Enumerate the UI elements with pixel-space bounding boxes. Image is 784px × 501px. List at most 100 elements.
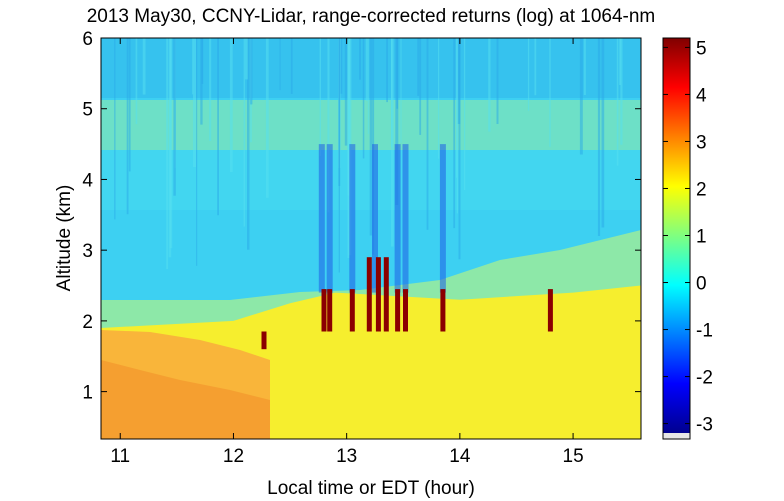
noise-streak: [245, 38, 248, 80]
x-tick-label: 14: [449, 446, 471, 467]
noise-streak: [395, 38, 399, 205]
cloud-column: [318, 144, 325, 293]
noise-streak: [209, 38, 212, 141]
colorbar-bottom-cell: [663, 433, 690, 439]
noise-streak: [340, 38, 343, 94]
x-tick-label: 12: [223, 446, 244, 467]
noise-streak: [217, 38, 219, 216]
cloud-column: [439, 144, 446, 293]
noise-streak: [386, 38, 388, 103]
noise-streak: [193, 38, 196, 168]
y-tick-label: 6: [82, 29, 93, 50]
colorbar-tick-label: 2: [696, 179, 707, 200]
noise-streak: [463, 38, 466, 191]
noise-streak: [135, 38, 138, 125]
cloud-mark: [547, 289, 553, 332]
plot-frame: [100, 37, 642, 440]
noise-streak: [453, 38, 456, 229]
cloud-mark: [349, 289, 355, 332]
cloud-mark: [440, 289, 446, 332]
colorbar: -3 -2 -1 0 1 2 3 4 5: [662, 37, 713, 440]
noise-streak: [243, 38, 246, 227]
clouds: [261, 257, 553, 350]
noise-streak: [534, 38, 537, 96]
cloud-mark: [395, 289, 401, 332]
x-tick-label: 11: [110, 446, 130, 467]
x-axis: 11 12 13 14 15: [110, 38, 584, 467]
noise-streak: [438, 38, 440, 159]
noise-streak: [400, 38, 402, 143]
noise-streak: [196, 38, 198, 266]
colorbar-tick-label: -1: [696, 321, 713, 342]
colorbar-tick-label: 5: [696, 38, 707, 59]
noise-streak: [166, 38, 169, 270]
heatmap: [101, 38, 641, 439]
noise-streak: [344, 38, 348, 146]
cloud-column: [394, 144, 401, 293]
colorbar-tick-label: 4: [696, 85, 707, 106]
noise-streak: [290, 38, 293, 94]
noise-streak: [359, 38, 361, 80]
cloud-column: [402, 144, 409, 293]
cloud-mark: [383, 257, 389, 332]
noise-streak: [549, 38, 551, 147]
noise-streak: [390, 38, 393, 147]
noise-streak: [229, 38, 233, 173]
x-axis-label: Local time or EDT (hour): [267, 478, 475, 499]
noise-streak: [327, 38, 330, 213]
noise-streak: [369, 38, 373, 236]
noise-streak: [265, 38, 269, 198]
noise-streak: [142, 38, 146, 95]
noise-streak: [417, 38, 420, 96]
colorbar-tick-label: 1: [696, 227, 707, 248]
noise-streak: [426, 38, 429, 230]
noise-streak: [338, 38, 340, 273]
noise-streak: [367, 38, 369, 134]
y-tick-label: 1: [82, 383, 93, 404]
noise-streak: [365, 38, 368, 102]
noise-streak: [496, 38, 499, 124]
y-tick-label: 3: [82, 241, 93, 262]
cloud-mark: [327, 289, 333, 332]
cloud-mark: [375, 257, 381, 332]
colorbar-frame: [662, 37, 691, 440]
colorbar-ticks: -3 -2 -1 0 1 2 3 4 5: [663, 38, 713, 436]
cloud-mark: [366, 257, 372, 332]
noise-streak: [619, 38, 622, 85]
chart-title: 2013 May30, CCNY-Lidar, range-corrected …: [87, 6, 656, 27]
cloud-mark: [321, 289, 327, 332]
noise-streak: [456, 38, 459, 214]
noise-streak: [319, 38, 321, 156]
noise-streak: [169, 38, 173, 249]
colorbar-tick-label: 0: [696, 274, 707, 295]
noise-streak: [597, 38, 601, 236]
noise-streak: [347, 38, 350, 258]
noise-streak: [419, 38, 422, 135]
colorbar-tick-label: -3: [696, 415, 713, 436]
x-tick-label: 13: [336, 446, 357, 467]
y-tick-label: 4: [82, 170, 93, 191]
colorbar-tick-label: -2: [696, 368, 713, 389]
noise-streak: [583, 38, 586, 95]
noise-streak: [200, 38, 203, 125]
noise-streak: [458, 38, 461, 260]
noise-streak: [579, 38, 583, 155]
noise-streak: [279, 38, 281, 91]
cloud-column: [349, 144, 356, 293]
morning-warm-layer-inner: [101, 360, 270, 439]
y-tick-label: 2: [82, 312, 93, 333]
x-tick-label: 15: [563, 446, 584, 467]
noise-streak: [173, 38, 176, 196]
noise-streak: [620, 38, 623, 145]
y-axis: 1 2 3 4 5 6: [82, 29, 641, 404]
y-tick-label: 5: [82, 100, 93, 121]
noise-streak: [128, 38, 131, 172]
colorbar-tick-label: 3: [696, 132, 707, 153]
cloud-mark: [261, 331, 267, 350]
noise-streak: [126, 38, 129, 215]
noise-streak: [616, 38, 619, 166]
noise-streak: [488, 38, 491, 132]
y-axis-label: Altitude (km): [54, 185, 75, 292]
noise-streak: [247, 38, 250, 250]
